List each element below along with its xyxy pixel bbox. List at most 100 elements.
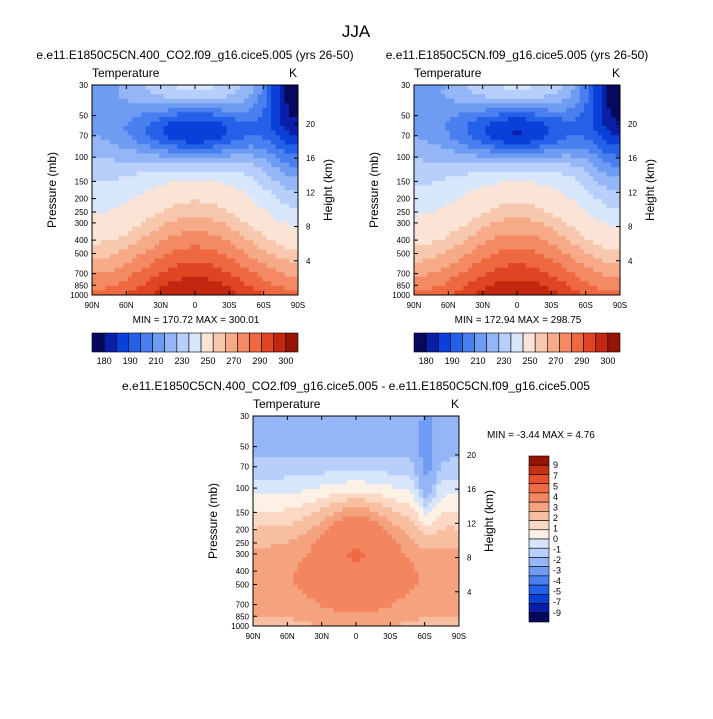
contour-cell: [235, 290, 263, 296]
contour-cell: [463, 285, 487, 291]
contour-cell: [423, 493, 429, 499]
contour-cell: [414, 94, 446, 100]
contour-cell: [476, 116, 509, 122]
contour-cell: [414, 466, 424, 472]
contour-cell: [414, 144, 442, 150]
contour-cell: [436, 493, 446, 499]
contour-cell: [414, 180, 433, 186]
contour-cell: [414, 190, 469, 195]
contour-cell: [499, 203, 536, 209]
colorbar-label: 230: [497, 356, 512, 366]
contour-cell: [92, 139, 111, 145]
contour-cell: [275, 217, 299, 223]
contour-cell: [414, 130, 451, 136]
contour-cell: [543, 94, 572, 100]
contour-cell: [472, 263, 509, 269]
contour-cell: [217, 249, 245, 255]
colorbar-swatch: [546, 332, 560, 353]
contour-cell: [315, 539, 397, 545]
x-tick-label: 30S: [544, 301, 558, 310]
contour-cell: [525, 116, 563, 122]
contour-cell: [602, 272, 621, 278]
contour-cell: [449, 231, 478, 237]
contour-cell: [253, 584, 299, 590]
contour-cell: [226, 130, 277, 136]
colorbar-label: 190: [445, 356, 460, 366]
contour-cell: [436, 516, 460, 522]
y-tick-label: 400: [75, 236, 89, 245]
contour-cell: [253, 589, 303, 595]
contour-cell: [369, 516, 388, 522]
contour-cell: [92, 190, 147, 195]
contour-cell: [235, 212, 272, 218]
contour-cell: [418, 571, 460, 577]
contour-cell: [445, 85, 469, 90]
contour-cell: [534, 112, 581, 118]
contour-cell: [253, 89, 263, 95]
colorbar-label: 210: [471, 356, 486, 366]
contour-cell: [561, 85, 576, 90]
contour-cell: [92, 258, 133, 264]
colorbar-swatch: [237, 332, 250, 353]
contour-cell: [440, 89, 473, 95]
contour-cell: [458, 258, 482, 264]
contour-cell: [414, 276, 451, 282]
contour-cell: [253, 511, 312, 517]
contour-cell: [414, 484, 420, 490]
contour-cell: [454, 525, 460, 531]
contour-cell: [212, 263, 241, 269]
contour-cell: [293, 521, 321, 526]
contour-cell: [611, 107, 621, 113]
panel-2-units: K: [612, 66, 620, 80]
contour-cell: [409, 557, 460, 563]
contour-cell: [289, 107, 299, 113]
contour-cell: [253, 199, 281, 205]
y-tick-label: 150: [397, 177, 411, 186]
contour-cell: [150, 276, 182, 282]
contour-cell: [92, 144, 120, 150]
contour-cell: [423, 489, 433, 495]
contour-cell: [593, 116, 603, 122]
contour-cell: [145, 85, 178, 90]
contour-cell: [597, 130, 612, 136]
x-tick-label: 30S: [383, 632, 397, 641]
contour-cell: [423, 416, 433, 421]
contour-cell: [280, 121, 299, 127]
colorbar-swatch: [528, 557, 550, 567]
contour-cell: [105, 285, 138, 291]
contour-cell: [253, 616, 294, 622]
contour-cell: [436, 470, 460, 476]
contour-cell: [432, 498, 442, 504]
contour-cell: [400, 621, 460, 627]
contour-cell: [481, 258, 554, 264]
contour-cell: [588, 281, 621, 287]
contour-cell: [257, 272, 285, 278]
contour-cell: [432, 507, 460, 513]
y-tick-label: 700: [75, 270, 89, 279]
contour-cell: [235, 258, 259, 264]
panel-2-colorbar: 180 190 210 230 250 270 290 300: [413, 332, 621, 366]
contour-cell: [320, 603, 393, 609]
contour-cell: [253, 507, 285, 513]
contour-cell: [548, 272, 576, 278]
contour-cell: [92, 185, 156, 191]
colorbar-swatch: [212, 332, 226, 353]
contour-cell: [593, 121, 603, 127]
contour-cell: [485, 107, 549, 113]
contour-cell: [593, 162, 612, 168]
panel-1-left-label: Temperature: [92, 66, 160, 80]
contour-cell: [602, 89, 607, 95]
contour-cell: [445, 249, 473, 255]
contour-cell: [432, 521, 460, 526]
contour-cell: [253, 285, 285, 291]
contour-cell: [230, 226, 254, 232]
contour-cell: [280, 158, 299, 164]
contour-cell: [472, 249, 500, 255]
contour-cell: [561, 249, 585, 255]
contour-cell: [414, 493, 420, 499]
colorbar-label: -5: [553, 587, 561, 597]
contour-cell: [615, 116, 621, 122]
contour-cell: [342, 516, 370, 522]
contour-cell: [414, 135, 419, 141]
